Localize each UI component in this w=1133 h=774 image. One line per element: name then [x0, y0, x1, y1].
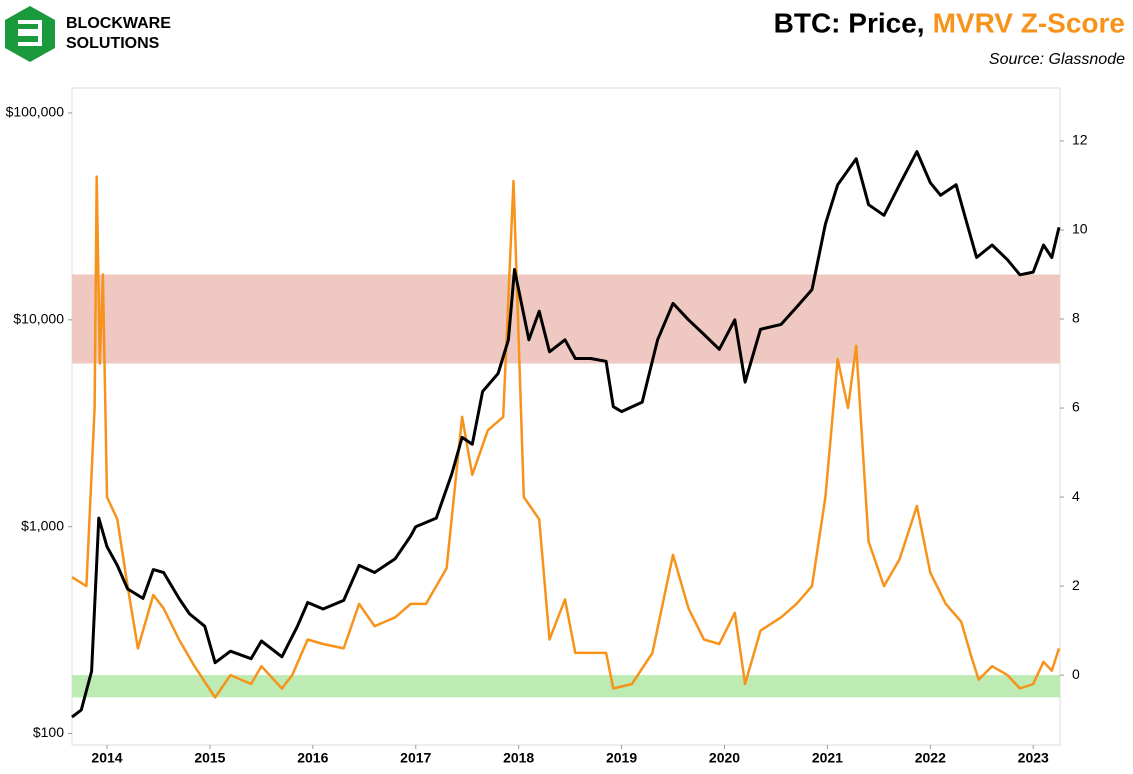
y-tick-label: $1,000: [21, 517, 64, 533]
y2-tick-label: 4: [1072, 488, 1080, 504]
x-tick-label: 2015: [194, 750, 225, 766]
chart-subtitle: Source: Glassnode: [989, 51, 1125, 68]
x-tick-label: 2018: [503, 750, 534, 766]
logo-text: BLOCKWARE: [66, 15, 171, 32]
band: [72, 675, 1060, 698]
y2-tick-label: 12: [1072, 132, 1088, 148]
y2-tick-label: 6: [1072, 399, 1080, 415]
x-tick-label: 2022: [915, 750, 946, 766]
plot-frame: [71, 87, 1061, 746]
x-tick-label: 2016: [297, 750, 328, 766]
chart-title: BTC: Price,: [774, 7, 925, 38]
chart-title-highlight: MVRV Z-Score: [933, 7, 1125, 38]
y-tick-label: $10,000: [13, 311, 64, 327]
logo-text: SOLUTIONS: [66, 35, 160, 52]
x-tick-label: 2023: [1018, 750, 1049, 766]
y-tick-label: $100: [33, 724, 64, 740]
y-tick-label: $100,000: [6, 104, 65, 120]
y2-tick-label: 10: [1072, 221, 1088, 237]
band: [72, 274, 1060, 364]
x-tick-label: 2020: [709, 750, 740, 766]
x-tick-label: 2019: [606, 750, 637, 766]
y2-tick-label: 2: [1072, 577, 1080, 593]
y2-tick-label: 0: [1072, 666, 1080, 682]
x-tick-label: 2021: [812, 750, 843, 766]
logo: BLOCKWARE SOLUTIONS: [5, 6, 171, 62]
x-tick-label: 2014: [91, 750, 122, 766]
line-series: [71, 150, 1061, 719]
y2-tick-label: 8: [1072, 310, 1080, 326]
logo-mark: [18, 20, 42, 46]
x-tick-label: 2017: [400, 750, 431, 766]
line-series: [71, 175, 1061, 699]
